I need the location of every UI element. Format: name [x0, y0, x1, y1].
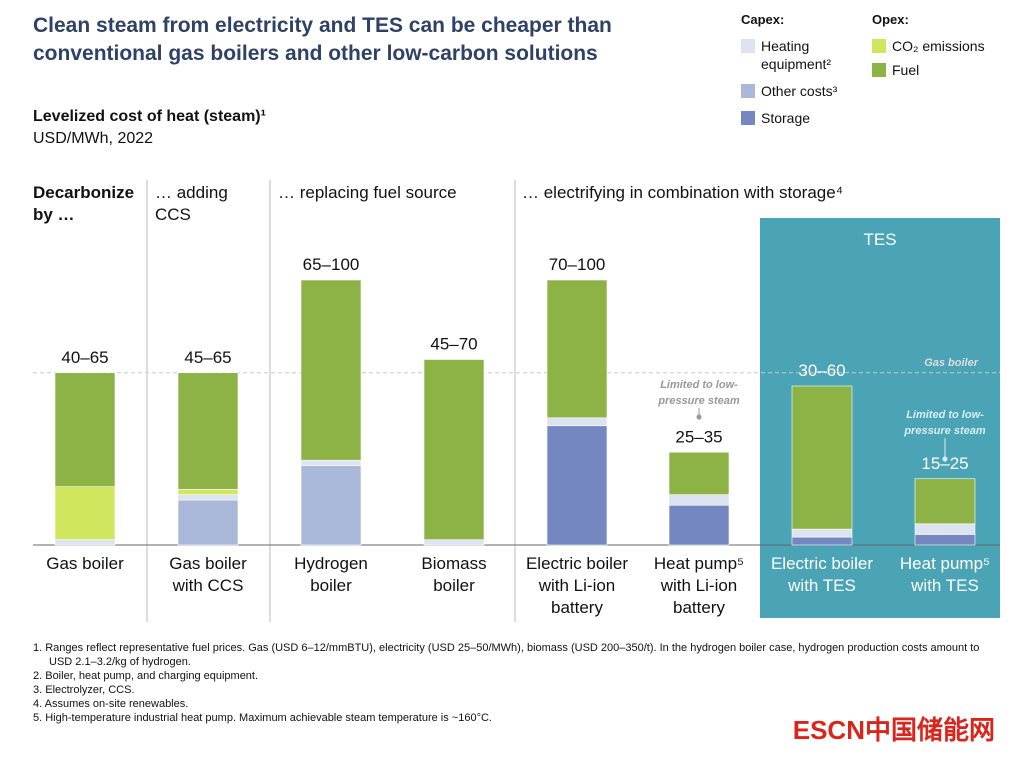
category-label: Hydrogen [294, 554, 368, 573]
legend-label: Storage [761, 110, 811, 126]
group-header: by … [33, 205, 75, 224]
bar-segment [423, 539, 485, 546]
range-label: 25–35 [675, 427, 722, 446]
footnote: 1. Ranges reflect representative fuel pr… [33, 642, 980, 668]
range-label: 45–65 [184, 348, 231, 367]
bar-segment [300, 279, 362, 461]
bar-segment [300, 459, 362, 466]
tes-label: TES [863, 230, 896, 249]
annotation-line: Limited to low- [660, 379, 738, 391]
group-header: Decarbonize [33, 183, 134, 202]
bar-segment [177, 494, 239, 501]
group-header: … adding [155, 183, 228, 202]
bar-segment [177, 499, 239, 546]
bar-segment [914, 478, 976, 525]
bar-segment [914, 523, 976, 535]
legend-swatch [872, 39, 886, 53]
footnote: 4. Assumes on-site renewables. [33, 698, 189, 710]
legend-item: Storage [741, 109, 810, 127]
category-label: with Li-ion [660, 576, 738, 595]
bar-segment [791, 536, 853, 546]
legend-swatch [741, 39, 755, 53]
annotation-line: Limited to low- [906, 409, 984, 421]
bar-segment [791, 528, 853, 538]
bar-segment [668, 504, 730, 546]
annotation-line: pressure steam [657, 395, 740, 407]
category-label: Gas boiler [46, 554, 124, 573]
bar-segment [177, 489, 239, 495]
reference-label: Gas boiler [924, 357, 979, 369]
bar-segment [914, 534, 976, 546]
annotation-dot [696, 414, 702, 420]
annotation-line: pressure steam [903, 425, 986, 437]
footnote: 5. High-temperature industrial heat pump… [33, 712, 492, 724]
subtitle: Levelized cost of heat (steam)¹ [33, 108, 266, 125]
bar-segment [177, 372, 239, 490]
legend-item: Heating equipment² [741, 37, 851, 73]
bar-segment [54, 372, 116, 487]
legend-label: Fuel [892, 62, 920, 78]
bar-segment [791, 385, 853, 530]
bar-segment [546, 425, 608, 546]
legend-swatch [741, 84, 755, 98]
range-label: 30–60 [798, 361, 845, 380]
category-label: Biomass [421, 554, 486, 573]
range-label: 45–70 [430, 335, 477, 354]
category-label: with CCS [172, 576, 244, 595]
legend-header: Opex: [872, 12, 909, 27]
category-label: Electric boiler [771, 554, 873, 573]
legend-label: CO₂ emissions [892, 38, 985, 54]
group-header: … electrifying in combination with stora… [522, 183, 843, 202]
group-header: CCS [155, 205, 191, 224]
category-label: battery [551, 598, 603, 617]
annotation-dot [942, 456, 948, 462]
footnotes: 1. Ranges reflect representative fuel pr… [33, 641, 983, 725]
category-label: Heat pump⁵ [900, 554, 990, 573]
bar-segment [668, 494, 730, 506]
annotation: Limited to low-pressure steam [657, 379, 740, 407]
category-label: boiler [433, 576, 475, 595]
legend-item: CO₂ emissions [872, 37, 985, 55]
legend-header: Capex: [741, 12, 785, 27]
legend-item: Other costs³ [741, 82, 837, 100]
bar-segment [546, 279, 608, 419]
footnote: 3. Electrolyzer, CCS. [33, 684, 135, 696]
unit-label: USD/MWh, 2022 [33, 130, 154, 147]
footnote: 2. Boiler, heat pump, and charging equip… [33, 670, 259, 682]
category-label: with Li-ion [538, 576, 616, 595]
category-label: with TES [910, 576, 979, 595]
legend-swatch [872, 63, 886, 77]
bar-segment [300, 465, 362, 546]
category-label: Heat pump⁵ [654, 554, 744, 573]
bar-segment [54, 486, 116, 541]
category-label: with TES [787, 576, 856, 595]
bar-segment [668, 451, 730, 495]
source-logo: ESCN中国储能网 [792, 715, 995, 745]
legend-swatch [741, 111, 755, 125]
bar-segment [54, 539, 116, 546]
range-label: 40–65 [61, 348, 108, 367]
legend-item: Fuel [872, 61, 919, 79]
category-label: battery [673, 598, 725, 617]
bar-segment [423, 359, 485, 540]
category-label: Gas boiler [169, 554, 247, 573]
bar-segment [546, 417, 608, 427]
legend-label: Heating equipment² [761, 38, 832, 72]
group-header: … replacing fuel source [278, 183, 457, 202]
category-label: boiler [310, 576, 352, 595]
title: Clean steam from electricity and TES can… [33, 14, 612, 65]
range-label: 65–100 [303, 255, 360, 274]
range-label: 15–25 [921, 454, 968, 473]
annotation: Limited to low-pressure steam [903, 409, 986, 437]
category-label: Electric boiler [526, 554, 628, 573]
legend-label: Other costs³ [761, 83, 838, 99]
range-label: 70–100 [549, 255, 606, 274]
